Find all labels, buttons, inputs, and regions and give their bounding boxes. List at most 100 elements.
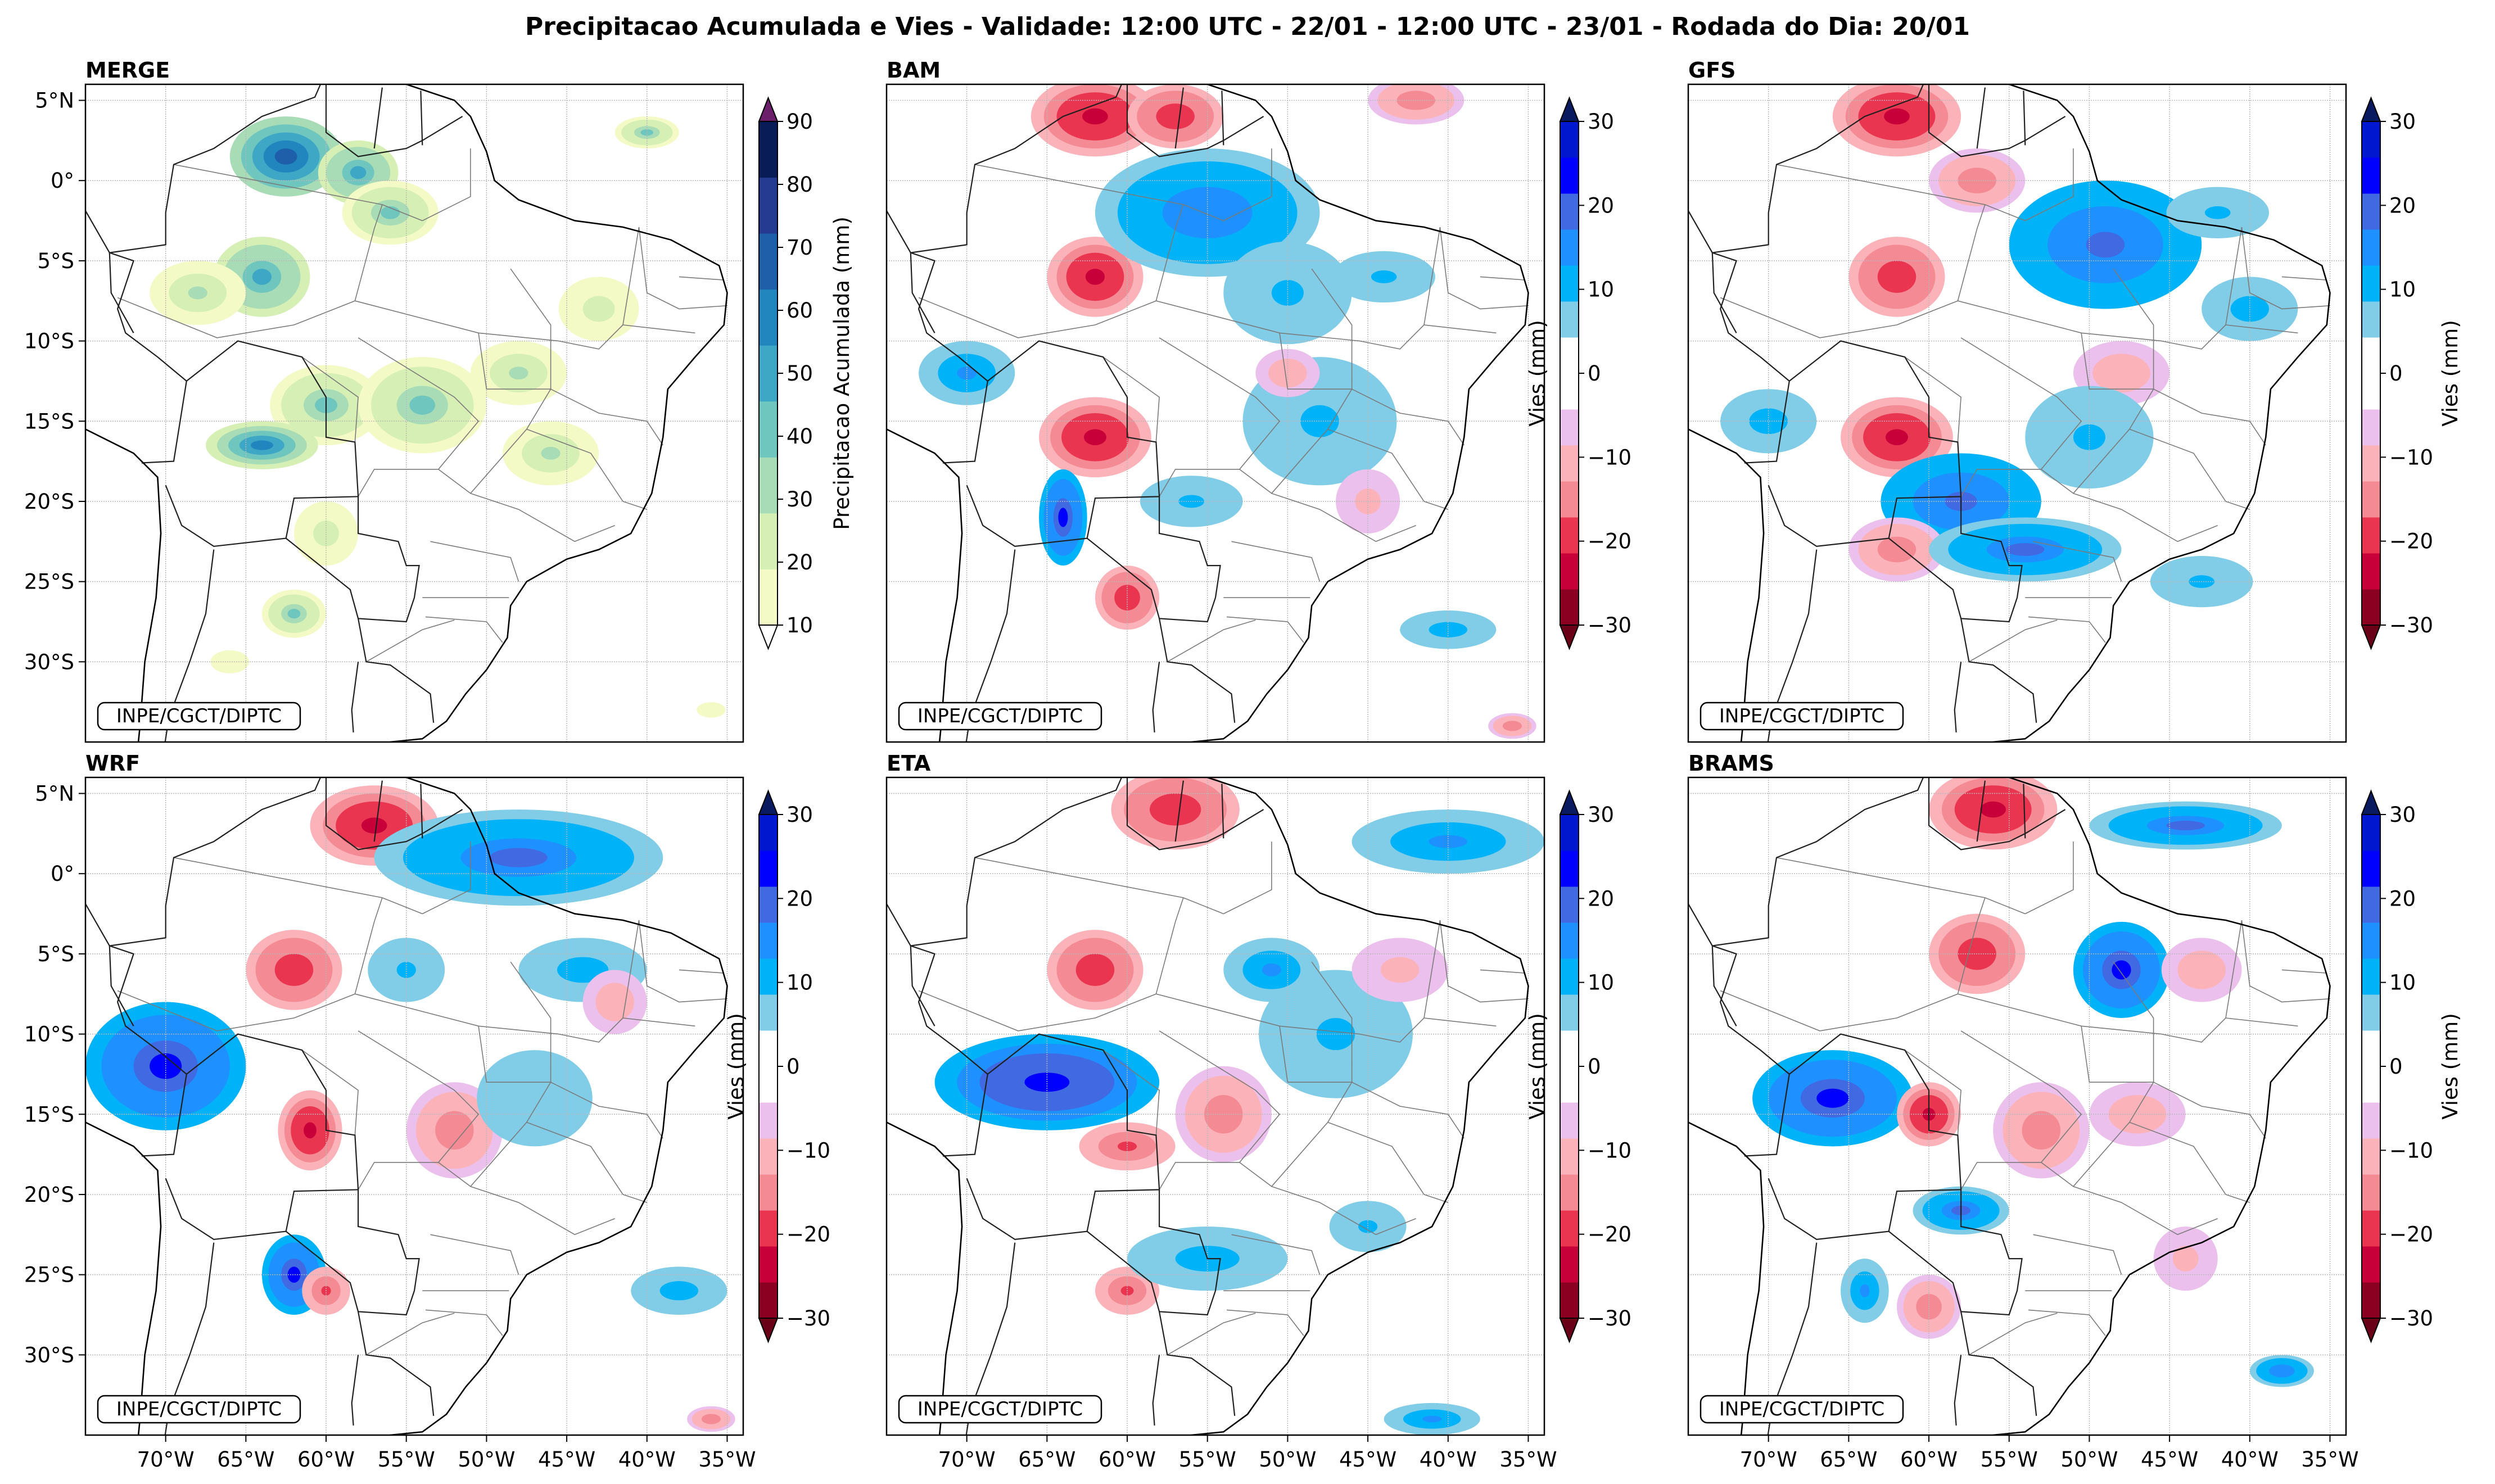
colorbar-tick-label: 30 xyxy=(2389,110,2416,134)
colorbar-tick-label: 10 xyxy=(2389,971,2416,995)
x-tick-label: 35°W xyxy=(2301,1447,2358,1472)
x-tick-label: 55°W xyxy=(378,1447,435,1472)
field-patch xyxy=(509,367,528,380)
state-border xyxy=(438,333,552,494)
x-tick-label: 70°W xyxy=(137,1447,195,1472)
colorbar-segment xyxy=(759,1210,778,1247)
country-border xyxy=(2023,784,2026,839)
state-border xyxy=(2073,1186,2218,1236)
colorbar-segment xyxy=(2362,409,2380,446)
country-border xyxy=(1744,340,1962,548)
colorbar-segment xyxy=(2362,481,2380,518)
field-patch xyxy=(287,609,301,619)
colorbar-segment xyxy=(759,345,778,402)
colorbar-segment xyxy=(1560,1282,1579,1319)
country-border xyxy=(358,1311,435,1416)
map-frame xyxy=(885,776,1545,1436)
colorbar-segment xyxy=(2362,850,2380,887)
country-border xyxy=(286,1189,420,1316)
country-border xyxy=(109,84,322,254)
country-border xyxy=(286,496,420,623)
state-border xyxy=(1423,1017,1497,1027)
field-patch xyxy=(1271,280,1304,306)
state-border xyxy=(2241,920,2330,1003)
state-border xyxy=(358,1030,480,1190)
state-border xyxy=(1226,1309,1304,1336)
colorbar-tick-label: 10 xyxy=(1588,278,1614,302)
state-border xyxy=(558,920,640,1043)
colorbar-segment xyxy=(759,1282,778,1319)
y-tick-label: 0° xyxy=(51,169,74,193)
country-border xyxy=(910,945,935,1026)
state-border xyxy=(2281,969,2327,974)
y-tick-label: 15°S xyxy=(24,1102,74,1126)
state-border xyxy=(558,227,640,350)
panel-title: BRAMS xyxy=(1688,751,1774,776)
x-tick-label: 50°W xyxy=(1259,1447,1316,1472)
state-border xyxy=(2161,920,2243,1043)
colorbar-segment xyxy=(1560,815,1579,851)
colorbar-tick-label: 20 xyxy=(787,886,813,911)
colorbar-segment xyxy=(1560,1030,1579,1067)
x-tick-label: 40°W xyxy=(2221,1447,2279,1472)
country-border xyxy=(1087,496,1221,623)
colorbar-segment xyxy=(2362,1066,2380,1103)
x-tick-label: 65°W xyxy=(1018,1447,1075,1472)
x-tick-label: 60°W xyxy=(297,1447,355,1472)
country-border xyxy=(1174,780,1184,842)
map-panels: MERGE INPE/CGCT/DIPTC 5°N 0° 5°S 10°S 15°S 20°S… xyxy=(24,58,2462,1472)
colorbar-tick-label: −30 xyxy=(2389,1306,2433,1331)
panel-title: WRF xyxy=(85,751,140,776)
country-border xyxy=(1159,618,1236,723)
colorbar-segment xyxy=(1560,1066,1579,1103)
colorbar-tick-label: 30 xyxy=(2389,803,2416,827)
state-border xyxy=(301,1049,359,1135)
colorbar-tick-label: −20 xyxy=(1588,1223,1631,1247)
colorbar-segment xyxy=(759,457,778,514)
state-border xyxy=(1960,337,2082,497)
country-border xyxy=(1711,945,1737,1026)
state-border xyxy=(1223,148,1272,221)
x-tick-label: 60°W xyxy=(1099,1447,1156,1472)
colorbar-tick-label: −20 xyxy=(787,1223,830,1247)
map-content xyxy=(85,777,743,1435)
credit-text: INPE/CGCT/DIPTC xyxy=(917,705,1083,727)
map-content xyxy=(1688,84,2346,742)
y-tick-label: 5°S xyxy=(37,942,74,966)
x-tick-label: 40°W xyxy=(618,1447,676,1472)
state-border xyxy=(1904,1049,1961,1135)
country-border xyxy=(1954,662,1962,732)
colorbar-tick-label: −30 xyxy=(787,1306,830,1331)
y-tick-label: 0° xyxy=(51,862,74,886)
field-patch xyxy=(252,269,272,285)
x-tick-label: 55°W xyxy=(1179,1447,1236,1472)
state-border xyxy=(1423,324,1497,334)
colorbar-tick-label: 0 xyxy=(2389,361,2403,386)
colorbar-tick-label: −20 xyxy=(1588,530,1631,554)
colorbar-segment xyxy=(759,1138,778,1175)
colorbar-segment xyxy=(759,1102,778,1139)
field-patch xyxy=(350,166,367,179)
x-tick-label: 45°W xyxy=(1339,1447,1396,1472)
colorbar-segment xyxy=(1560,157,1579,194)
colorbar-segment xyxy=(2362,1030,2380,1067)
colorbar-tick-label: −10 xyxy=(2389,1138,2433,1162)
state-border xyxy=(2225,324,2298,334)
state-border xyxy=(2041,333,2155,494)
state-border xyxy=(1957,897,1986,994)
state-border xyxy=(2225,1017,2298,1027)
field-patch xyxy=(1358,1220,1378,1233)
colorbar-segment xyxy=(1560,553,1579,590)
map-content xyxy=(887,777,1544,1435)
state-border xyxy=(510,961,552,1083)
field-patch xyxy=(706,707,716,713)
colorbar-segment xyxy=(1560,1102,1579,1139)
colorbar-tick-label: 60 xyxy=(787,298,813,323)
colorbar-tick-label: 30 xyxy=(787,487,813,512)
colorbar-segment xyxy=(759,233,778,290)
x-tick-label: 50°W xyxy=(2060,1447,2118,1472)
country-border xyxy=(85,209,187,382)
colorbar-segment xyxy=(759,815,778,851)
coastline xyxy=(388,777,728,1435)
colorbar-tick-label: 30 xyxy=(787,803,813,827)
